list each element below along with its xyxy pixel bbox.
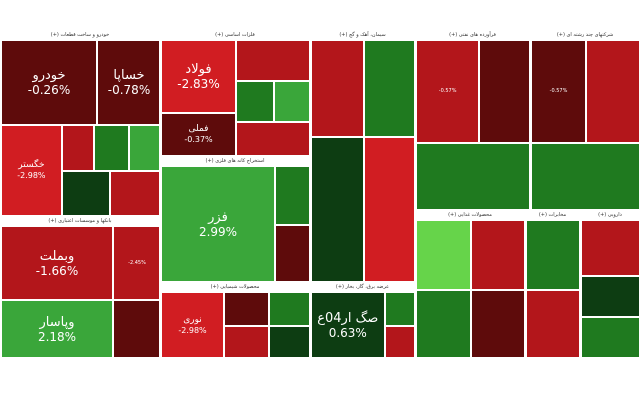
stock-tile[interactable] xyxy=(311,40,364,138)
stock-change: 0.63% xyxy=(328,326,367,340)
sector-panel[interactable]: استخراج کانه های فلزی (+) فزر 2.99% xyxy=(160,156,310,282)
stock-tile[interactable]: فولاد -2.83% xyxy=(161,40,236,113)
sector-panel[interactable]: خودرو و ساخت قطعات (+) خودرو -0.26% خساپا -0… xyxy=(0,30,160,216)
sector-title[interactable]: مخابرات (+) xyxy=(526,211,579,220)
stock-change: -0.57% xyxy=(549,88,568,95)
stock-tile[interactable]: -2.45% xyxy=(113,226,159,301)
stock-tile[interactable] xyxy=(363,137,414,281)
stock-tile[interactable] xyxy=(275,166,309,225)
stock-change: -0.57% xyxy=(438,88,457,95)
stock-change: -2.83% xyxy=(177,76,220,91)
sector-panel[interactable]: سیمان، آهک و گچ (+) xyxy=(310,30,415,282)
sector-title[interactable]: محصولات غذایی (+) xyxy=(416,211,524,220)
sector-panel[interactable]: فلزات اساسی (+) فولاد -2.83% فملی -0.37% xyxy=(160,30,310,156)
stock-tile[interactable]: صگ ار04ع 0.63% xyxy=(311,292,385,357)
stock-symbol: وپاسار xyxy=(39,315,75,331)
stock-tile[interactable]: -0.57% xyxy=(531,40,586,143)
stock-tile[interactable] xyxy=(61,124,94,171)
stock-change: -0.78% xyxy=(107,82,151,97)
sector-title[interactable]: عرضه برق، گاز، بخار (+) xyxy=(311,283,414,292)
sector-title[interactable]: استخراج کانه های فلزی (+) xyxy=(161,157,309,166)
sector-panel[interactable]: شرکتهای چند رشته ای (+) -0.57% xyxy=(530,30,640,210)
sector-panel[interactable]: بانکها و موسسات اعتباری (+) وبملت -1.66% وپ… xyxy=(0,216,160,358)
sector-panel[interactable]: دارویی (+) xyxy=(580,210,640,358)
stock-tile[interactable] xyxy=(526,220,579,290)
stock-symbol: خودرو xyxy=(32,67,66,83)
sector-title[interactable]: سیمان، آهک و گچ (+) xyxy=(311,31,414,40)
stock-tile[interactable] xyxy=(471,289,524,357)
sector-panel[interactable]: فرآورده های نفتی (+) -0.57% xyxy=(415,30,530,210)
stock-tile[interactable]: خودرو -0.26% xyxy=(1,40,97,125)
stock-tile[interactable]: فملی -0.37% xyxy=(161,112,236,155)
stock-tile[interactable] xyxy=(416,220,471,290)
stock-tile[interactable] xyxy=(586,40,639,143)
stock-tile[interactable] xyxy=(479,40,529,143)
stock-tile[interactable]: نوری -2.98% xyxy=(161,292,224,357)
sector-title[interactable]: شرکتهای چند رشته ای (+) xyxy=(531,31,639,40)
sector-title[interactable]: بانکها و موسسات اعتباری (+) xyxy=(1,217,159,226)
stock-change: 2.18% xyxy=(37,330,77,345)
stock-tile[interactable] xyxy=(224,292,269,326)
stock-tile[interactable] xyxy=(273,80,309,122)
stock-tile[interactable] xyxy=(384,292,414,326)
stock-change: 2.99% xyxy=(198,225,238,239)
stock-tile[interactable] xyxy=(61,170,110,215)
stock-change: -2.98% xyxy=(178,326,207,335)
stock-symbol: نوری xyxy=(183,315,202,325)
stock-tile[interactable] xyxy=(363,40,414,138)
stock-symbol: صگ ار04ع xyxy=(317,311,379,326)
sector-title[interactable]: محصولات شیمیایی (+) xyxy=(161,283,309,292)
stock-tile[interactable]: فزر 2.99% xyxy=(161,166,275,281)
sector-title[interactable]: دارویی (+) xyxy=(581,211,639,220)
stock-tile[interactable] xyxy=(526,289,579,357)
stock-tile[interactable] xyxy=(236,40,309,81)
stock-change: -0.37% xyxy=(184,135,213,145)
stock-tile[interactable] xyxy=(109,170,159,215)
stock-tile[interactable]: وبملت -1.66% xyxy=(1,226,113,301)
stock-symbol: فملی xyxy=(188,124,209,135)
stock-tile[interactable] xyxy=(236,80,274,122)
sector-panel[interactable]: مخابرات (+) xyxy=(525,210,580,358)
stock-tile[interactable]: خگستر -2.98% xyxy=(1,124,62,215)
stock-symbol: وبملت xyxy=(39,248,75,264)
stock-tile[interactable] xyxy=(581,317,639,357)
stock-symbol: فزر xyxy=(208,210,228,225)
stock-tile[interactable] xyxy=(269,292,309,326)
stock-change: -1.66% xyxy=(35,263,79,278)
sector-panel[interactable]: محصولات غذایی (+) xyxy=(415,210,525,358)
stock-symbol: خساپا xyxy=(113,67,145,83)
stock-symbol: خگستر xyxy=(18,160,45,171)
stock-tile[interactable] xyxy=(93,124,129,171)
stock-tile[interactable] xyxy=(384,325,414,357)
stock-tile[interactable] xyxy=(416,289,471,357)
sector-panel[interactable]: محصولات شیمیایی (+) نوری -2.98% xyxy=(160,282,310,358)
stock-tile[interactable] xyxy=(224,325,269,357)
stock-tile[interactable] xyxy=(581,220,639,276)
stock-change: -2.98% xyxy=(17,171,46,181)
stock-change: -0.26% xyxy=(27,82,71,97)
market-heatmap: خودرو و ساخت قطعات (+) خودرو -0.26% خساپا -0… xyxy=(0,30,640,358)
stock-tile[interactable]: وپاسار 2.18% xyxy=(1,300,113,357)
stock-tile[interactable] xyxy=(416,142,529,209)
stock-symbol: فولاد xyxy=(185,61,212,77)
sector-title[interactable]: خودرو و ساخت قطعات (+) xyxy=(1,31,159,40)
stock-tile[interactable] xyxy=(311,137,364,281)
stock-tile[interactable] xyxy=(531,142,639,209)
stock-change: -2.45% xyxy=(128,260,146,267)
stock-tile[interactable]: خساپا -0.78% xyxy=(97,40,159,125)
stock-tile[interactable] xyxy=(275,224,309,281)
sector-title[interactable]: فلزات اساسی (+) xyxy=(161,31,309,40)
stock-tile[interactable] xyxy=(236,121,309,155)
stock-tile[interactable]: -0.57% xyxy=(416,40,480,143)
sector-panel[interactable]: عرضه برق، گاز، بخار (+) صگ ار04ع 0.63% xyxy=(310,282,415,358)
stock-tile[interactable] xyxy=(113,300,159,357)
sector-title[interactable]: فرآورده های نفتی (+) xyxy=(416,31,529,40)
stock-tile[interactable] xyxy=(581,275,639,318)
stock-tile[interactable] xyxy=(129,124,159,171)
stock-tile[interactable] xyxy=(269,325,309,357)
stock-tile[interactable] xyxy=(471,220,524,290)
